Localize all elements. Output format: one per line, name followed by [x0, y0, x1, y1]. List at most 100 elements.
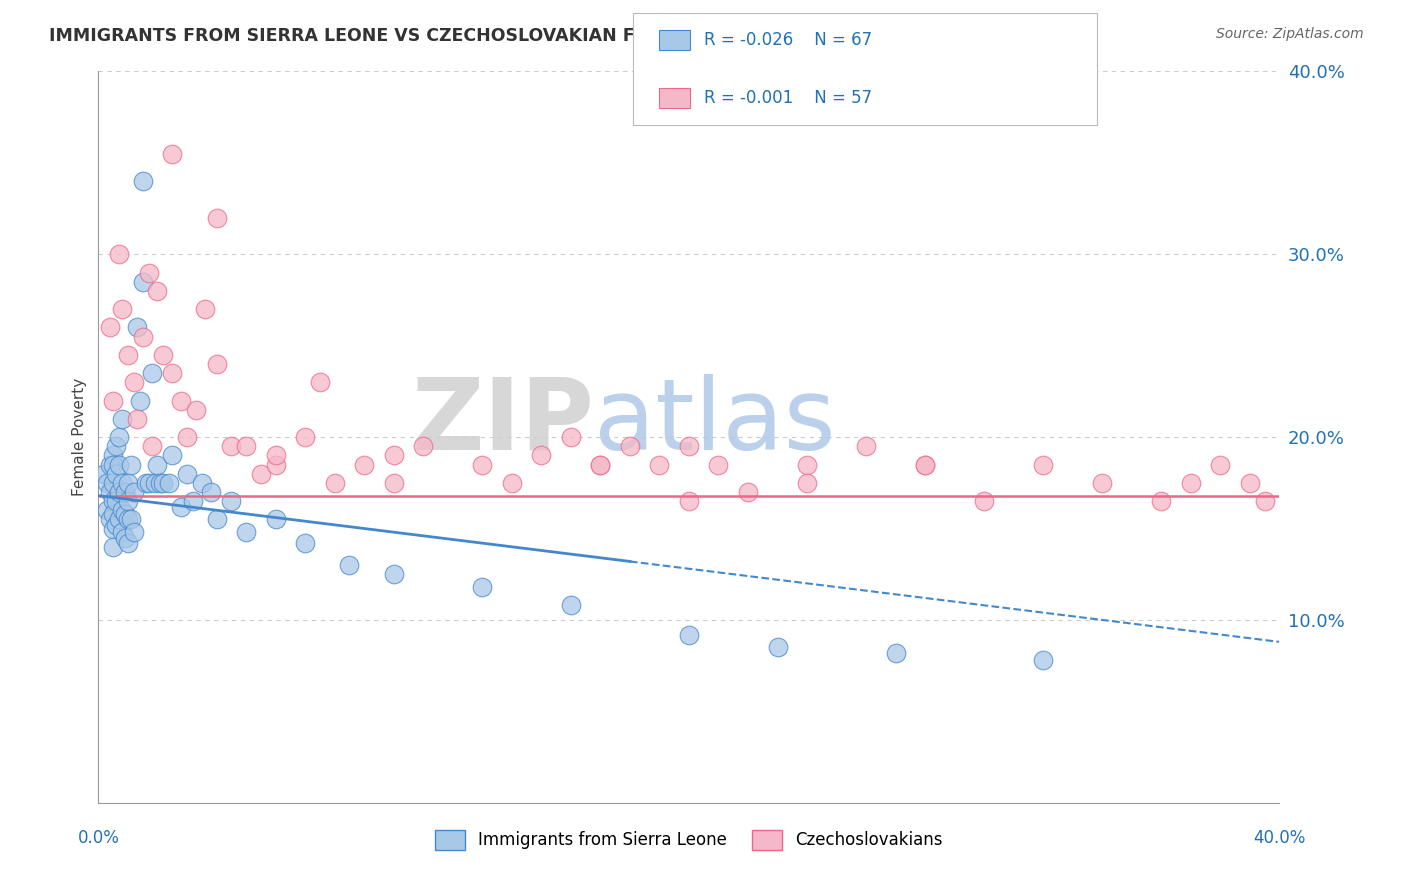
Point: [122, 525, 145, 540]
Point: [141, 439, 163, 453]
Point: [111, 301, 134, 317]
Point: [111, 503, 134, 517]
Point: [146, 458, 169, 472]
Text: atlas: atlas: [595, 374, 837, 471]
Point: [471, 458, 494, 472]
Point: [135, 475, 157, 490]
Point: [530, 448, 553, 462]
Point: [205, 211, 228, 225]
Text: IMMIGRANTS FROM SIERRA LEONE VS CZECHOSLOVAKIAN FEMALE POVERTY CORRELATION CHART: IMMIGRANTS FROM SIERRA LEONE VS CZECHOSL…: [49, 27, 1011, 45]
Point: [117, 348, 139, 362]
Point: [1091, 475, 1114, 490]
Point: [122, 375, 145, 389]
Point: [103, 475, 125, 490]
Point: [264, 458, 287, 472]
Point: [235, 439, 257, 453]
Point: [176, 467, 198, 481]
Point: [96, 503, 118, 517]
Point: [162, 146, 183, 161]
Point: [125, 412, 148, 426]
Point: [250, 467, 273, 481]
Point: [162, 366, 183, 380]
Point: [309, 375, 332, 389]
Point: [914, 458, 936, 472]
Point: [1032, 458, 1054, 472]
Point: [117, 475, 139, 490]
Point: [98, 320, 121, 334]
Point: [98, 458, 121, 472]
Point: [98, 512, 121, 526]
Point: [108, 458, 131, 472]
Point: [103, 521, 125, 535]
Point: [157, 475, 180, 490]
Point: [176, 430, 198, 444]
Point: [264, 512, 287, 526]
Point: [205, 357, 228, 371]
Point: [855, 439, 877, 453]
Point: [149, 475, 172, 490]
Point: [111, 475, 134, 490]
Point: [170, 393, 193, 408]
Point: [560, 430, 582, 444]
Point: [108, 247, 131, 261]
Point: [339, 558, 361, 573]
Point: [146, 284, 169, 298]
Point: [105, 517, 128, 532]
Point: [105, 439, 128, 453]
Point: [103, 448, 125, 462]
Point: [181, 494, 204, 508]
Point: [221, 494, 243, 508]
Point: [471, 580, 494, 594]
Point: [103, 507, 125, 521]
Point: [796, 475, 818, 490]
Point: [678, 494, 700, 508]
Text: R = -0.026    N = 67: R = -0.026 N = 67: [704, 31, 873, 49]
Point: [120, 512, 142, 526]
Point: [152, 348, 174, 362]
Point: [111, 412, 134, 426]
Point: [1254, 494, 1277, 508]
Point: [707, 458, 730, 472]
Point: [560, 599, 582, 613]
Point: [132, 174, 155, 188]
Point: [1180, 475, 1202, 490]
Point: [184, 402, 207, 417]
Point: [382, 475, 405, 490]
Point: [114, 507, 136, 521]
Text: 0.0%: 0.0%: [77, 829, 120, 847]
Point: [200, 485, 222, 500]
Point: [105, 494, 128, 508]
Point: [162, 448, 183, 462]
Point: [353, 458, 375, 472]
Point: [914, 458, 936, 472]
Point: [194, 301, 217, 317]
Point: [323, 475, 346, 490]
Point: [111, 525, 134, 540]
Point: [138, 266, 160, 280]
Point: [648, 458, 671, 472]
Text: R = -0.001    N = 57: R = -0.001 N = 57: [704, 89, 873, 107]
Point: [619, 439, 641, 453]
Point: [117, 512, 139, 526]
Point: [96, 475, 118, 490]
Point: [264, 448, 287, 462]
Point: [125, 320, 148, 334]
Point: [122, 485, 145, 500]
Point: [108, 512, 131, 526]
Point: [170, 500, 193, 514]
Legend: Immigrants from Sierra Leone, Czechoslovakians: Immigrants from Sierra Leone, Czechoslov…: [429, 823, 949, 856]
Point: [105, 467, 128, 481]
Point: [1032, 653, 1054, 667]
Point: [589, 458, 612, 472]
Point: [1239, 475, 1261, 490]
Point: [152, 475, 174, 490]
Point: [973, 494, 995, 508]
Point: [117, 536, 139, 550]
Point: [120, 458, 142, 472]
Point: [294, 536, 316, 550]
Point: [191, 475, 214, 490]
Point: [589, 458, 612, 472]
Point: [98, 485, 121, 500]
Point: [141, 366, 163, 380]
Point: [108, 430, 131, 444]
